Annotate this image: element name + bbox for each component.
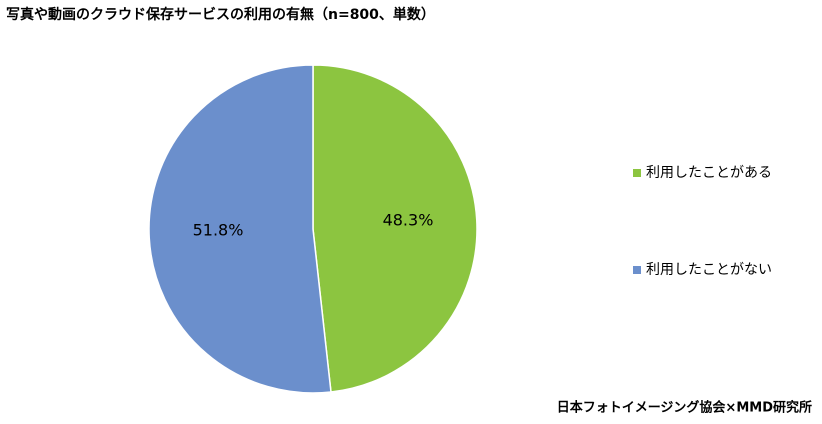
- pie-slice: [148, 64, 332, 394]
- legend-label: 利用したことがない: [646, 262, 772, 278]
- data-label: 51.8%: [193, 221, 244, 240]
- legend-swatch: [633, 266, 641, 274]
- chart-title: 写真や動画のクラウド保存サービスの利用の有無（n=800、単数）: [6, 6, 435, 23]
- legend-label: 利用したことがある: [646, 165, 772, 181]
- legend-swatch: [633, 169, 641, 177]
- data-label: 48.3%: [383, 210, 434, 229]
- source: 日本フォトイメージング協会×MMD研究所: [557, 400, 812, 416]
- pie-slice: [312, 64, 478, 393]
